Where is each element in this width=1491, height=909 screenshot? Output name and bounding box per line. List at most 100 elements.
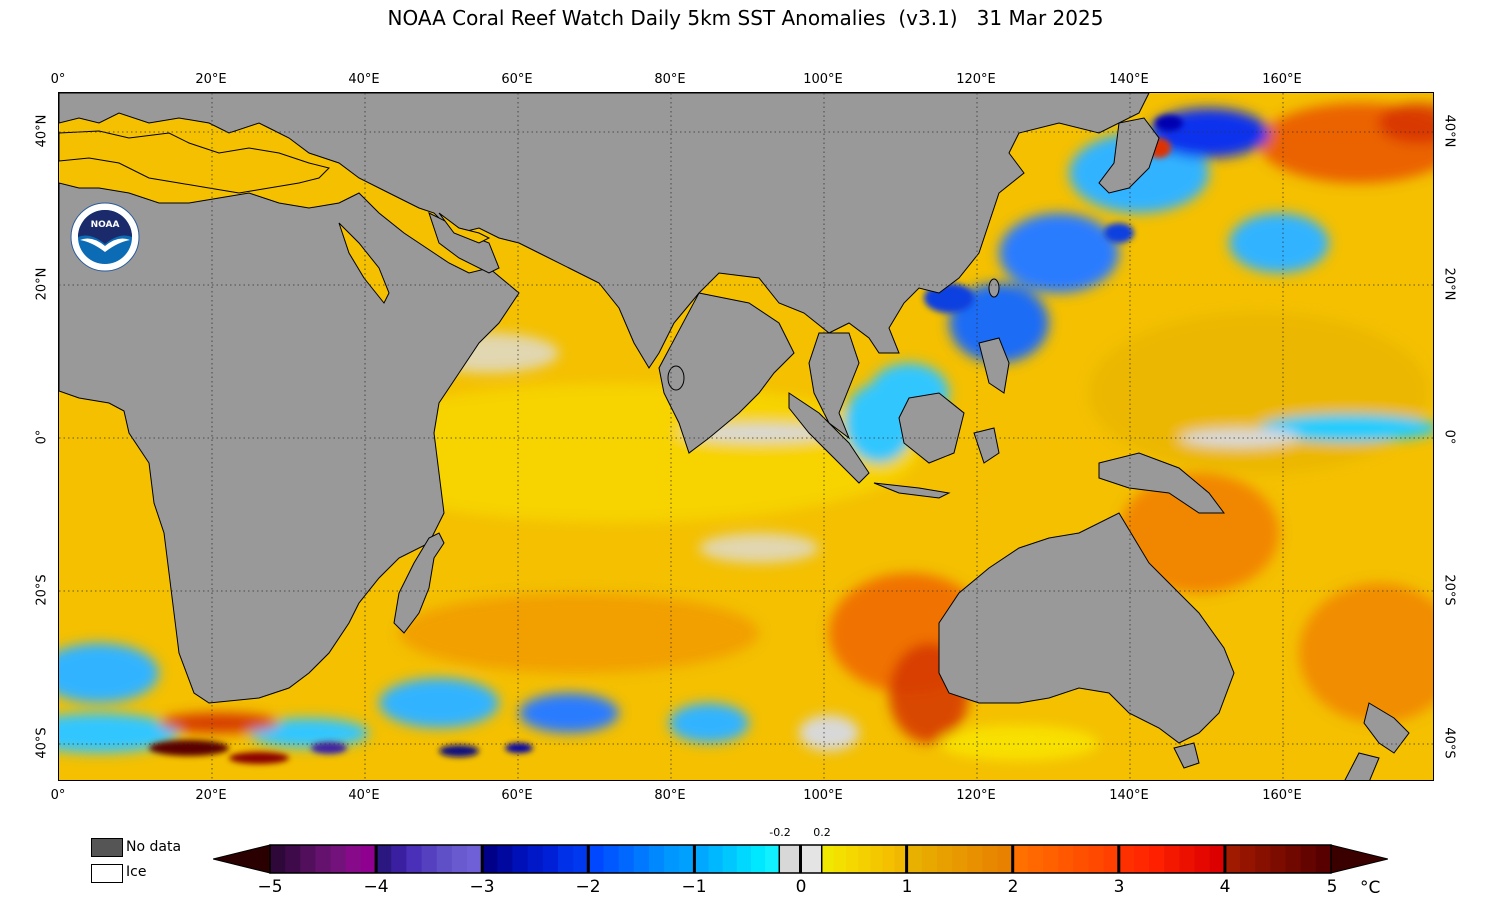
colorbar-segment	[315, 845, 332, 873]
colorbar-segment	[1255, 845, 1271, 873]
colorbar-segment	[870, 845, 883, 873]
ice-label: Ice	[126, 864, 147, 880]
colorbar-segment	[1240, 845, 1256, 873]
colorbar-segment	[708, 845, 724, 873]
inland-seas	[59, 130, 491, 304]
colorbar-segment	[603, 845, 620, 873]
colorbar-segment	[1012, 845, 1029, 873]
colorbar-neutral-high	[800, 845, 822, 873]
map-svg	[59, 93, 1433, 780]
lon-label: 140°E	[1109, 788, 1149, 803]
colorbar-segment	[527, 845, 544, 873]
colorbar-neutral-low	[779, 845, 801, 873]
colorbar-tick: 5	[1326, 877, 1338, 897]
lat-label: 20°N	[34, 267, 50, 301]
colorbar-segment	[1088, 845, 1105, 873]
colorbar-unit: °C	[1360, 878, 1381, 898]
colorbar-tick: −4	[363, 877, 389, 897]
colorbar-segment	[467, 845, 483, 873]
lat-label: 40°S	[1441, 727, 1457, 759]
colorbar-segments	[270, 845, 1332, 873]
colorbar-segment	[906, 845, 923, 873]
colorbar-segment	[406, 845, 423, 873]
colorbar-segment	[542, 845, 559, 873]
colorbar-segment	[482, 845, 498, 873]
colorbar-dividers	[374, 845, 1227, 873]
lon-label: 160°E	[1262, 788, 1302, 803]
colorbar-segment	[1058, 845, 1074, 873]
colorbar-segment	[750, 845, 766, 873]
map-title: NOAA Coral Reef Watch Daily 5km SST Anom…	[387, 6, 1104, 30]
colorbar-segment	[421, 845, 438, 873]
colorbar-segment	[557, 845, 574, 873]
lon-label: 0°	[50, 72, 66, 87]
colorbar-segment	[1027, 845, 1044, 873]
colorbar-segment	[1103, 845, 1120, 873]
no-data-swatch	[91, 838, 123, 857]
colorbar-segment	[1179, 845, 1196, 873]
colorbar-segment	[436, 845, 453, 873]
lon-label: 120°E	[956, 72, 996, 87]
colorbar-segment	[497, 845, 514, 873]
lon-label: 80°E	[654, 788, 686, 803]
colorbar-segment	[997, 845, 1014, 873]
colorbar-segment	[345, 845, 362, 873]
colorbar-segment	[982, 845, 999, 873]
colorbar-segment	[894, 845, 908, 873]
colorbar	[212, 843, 1389, 879]
lon-label: 20°E	[195, 788, 227, 803]
colorbar-segment	[936, 845, 953, 873]
lat-label: 20°N	[1441, 267, 1457, 301]
colorbar-tick: 1	[901, 877, 913, 897]
colorbar-segment	[679, 845, 695, 873]
colorbar-segment	[833, 845, 847, 873]
colorbar-small-tick: 0.2	[813, 826, 831, 839]
colorbar-tick: −2	[575, 877, 601, 897]
colorbar-segment	[451, 845, 468, 873]
lon-label: 100°E	[803, 72, 843, 87]
colorbar-segment	[858, 845, 871, 873]
lon-label: 160°E	[1262, 72, 1302, 87]
no-data-label: No data	[126, 839, 182, 855]
colorbar-small-tick: -0.2	[769, 826, 791, 839]
lon-label: 60°E	[501, 788, 533, 803]
anomaly-field	[59, 103, 1433, 761]
colorbar-segment	[765, 845, 780, 873]
lon-label: 140°E	[1109, 72, 1149, 87]
colorbar-tick: −3	[469, 877, 495, 897]
colorbar-segment	[648, 845, 665, 873]
colorbar-tick: 2	[1007, 877, 1019, 897]
colorbar-segment	[300, 845, 316, 873]
lon-label: 120°E	[956, 788, 996, 803]
colorbar-segment	[285, 845, 301, 873]
lon-label: 60°E	[501, 72, 533, 87]
lon-label: 40°E	[348, 72, 380, 87]
colorbar-segment	[821, 845, 835, 873]
colorbar-segment	[618, 845, 635, 873]
colorbar-segment	[1209, 845, 1226, 873]
colorbar-segment	[1270, 845, 1287, 873]
colorbar-segment	[633, 845, 650, 873]
lat-label: 40°N	[34, 114, 50, 148]
colorbar-segment	[882, 845, 895, 873]
colorbar-segment	[1285, 845, 1302, 873]
logo-lettering: NOAA	[91, 220, 120, 230]
lat-label: 0°	[1441, 429, 1457, 445]
colorbar-segment	[845, 845, 859, 873]
lon-label: 40°E	[348, 788, 380, 803]
colorbar-segment	[967, 845, 983, 873]
colorbar-segment	[1300, 845, 1317, 873]
ice-swatch	[91, 864, 123, 883]
lat-label: 40°N	[1441, 114, 1457, 148]
colorbar-segment	[360, 845, 377, 873]
land	[59, 93, 1410, 780]
colorbar-segment	[573, 845, 589, 873]
colorbar-segment	[921, 845, 938, 873]
colorbar-high-arrow	[1330, 844, 1389, 874]
colorbar-segment	[952, 845, 968, 873]
colorbar-segment	[1118, 845, 1135, 873]
colorbar-segment	[1149, 845, 1165, 873]
colorbar-segment	[1073, 845, 1089, 873]
noaa-logo: NOAA	[70, 202, 140, 276]
colorbar-tick: −5	[257, 877, 283, 897]
